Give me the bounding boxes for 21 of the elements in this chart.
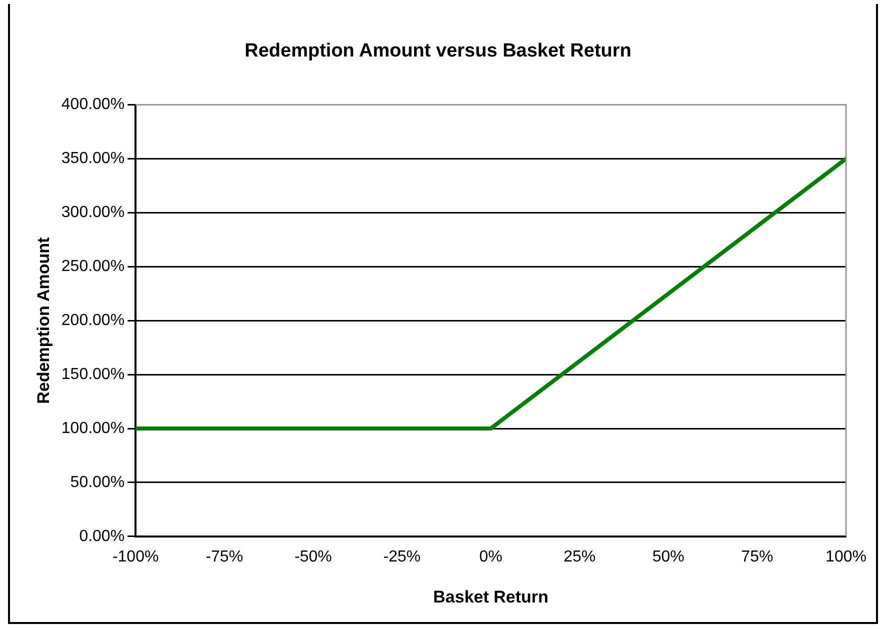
x-tick-label: -75% [206, 548, 244, 566]
x-tick-label: 50% [652, 548, 684, 566]
y-tick-label: 100.00% [61, 420, 125, 437]
x-tick-label: -100% [112, 548, 159, 566]
x-tick-label: 25% [564, 548, 596, 566]
y-tick-label: 0.00% [79, 528, 125, 545]
y-tick-label: 50.00% [70, 474, 125, 491]
x-tick-label: -25% [383, 548, 421, 566]
x-tick-label: -50% [294, 548, 332, 566]
y-axis-title: Redemption Amount [34, 237, 53, 404]
y-tick-label: 250.00% [61, 258, 125, 276]
x-tick-label: 100% [826, 548, 866, 566]
chart-title: Redemption Amount versus Basket Return [244, 40, 632, 62]
y-tick-label: 200.00% [61, 312, 125, 330]
x-tick-label: 0% [479, 548, 502, 566]
y-tick-label: 150.00% [61, 366, 125, 383]
y-tick-label: 350.00% [61, 150, 125, 168]
x-tick-label: 75% [741, 548, 774, 566]
y-tick-label: 400.00% [61, 96, 125, 114]
y-tick-label: 300.00% [61, 204, 125, 222]
x-axis-title: Basket Return [433, 587, 548, 606]
